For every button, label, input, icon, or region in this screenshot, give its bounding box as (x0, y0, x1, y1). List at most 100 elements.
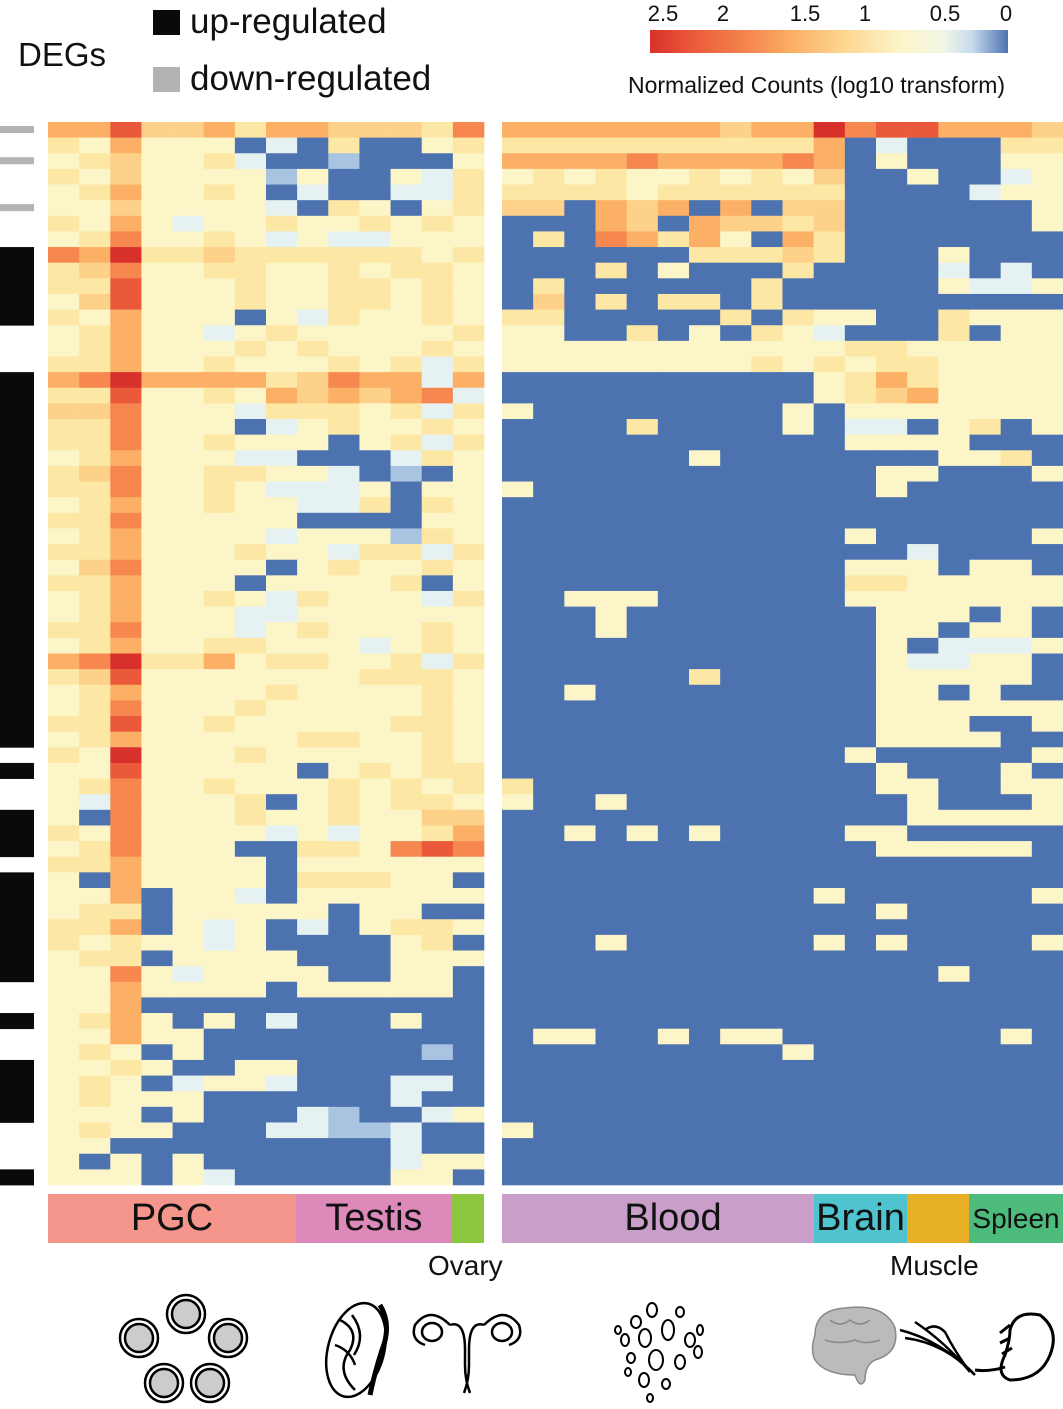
heatmap-cell (266, 841, 298, 858)
heatmap-cell (421, 669, 454, 686)
heatmap-cell (564, 1169, 596, 1186)
heatmap-cell (203, 684, 236, 701)
heatmap-cell (657, 278, 690, 295)
heatmap-cell (359, 700, 391, 717)
heatmap-cell (689, 606, 721, 623)
heatmap-cell (907, 825, 939, 842)
heatmap-cell (969, 1091, 1001, 1108)
heatmap-cell (907, 700, 939, 717)
heatmap-cell (1000, 231, 1033, 248)
heatmap-cell (234, 403, 267, 420)
heatmap-cell (234, 340, 267, 357)
heatmap-cell (938, 590, 970, 607)
heatmap-cell (203, 809, 236, 826)
heatmap-cell (421, 575, 454, 592)
heatmap-cell (689, 168, 721, 185)
heatmap-cell (657, 497, 690, 514)
heatmap-cell (564, 934, 596, 951)
heatmap-cell (876, 1075, 908, 1092)
heatmap-cell (813, 419, 846, 435)
heatmap-cell (1031, 684, 1063, 701)
heatmap-cell (266, 184, 298, 201)
heatmap-cell (203, 590, 236, 607)
heatmap-cell (1000, 247, 1033, 263)
heatmap-cell (813, 825, 846, 842)
heatmap-cell (172, 1075, 205, 1092)
heatmap-cell (390, 278, 423, 295)
heatmap-cell (1031, 1122, 1063, 1139)
heatmap-cell (266, 465, 298, 482)
heatmap-cell (328, 966, 360, 983)
heatmap-cell (502, 1122, 534, 1139)
heatmap-cell (564, 966, 596, 983)
heatmap-cell (359, 137, 391, 154)
heatmap-cell (813, 622, 846, 639)
heatmap-cell (657, 575, 690, 592)
heatmap-cell (48, 1075, 80, 1092)
heatmap-cell (969, 1059, 1001, 1076)
deg-up-mark (0, 872, 34, 889)
heatmap-cell (172, 340, 205, 357)
heatmap-cell (782, 184, 814, 201)
heatmap-cell (626, 1138, 659, 1155)
heatmap-cell (390, 841, 423, 858)
heatmap-cell (502, 1059, 534, 1076)
heatmap-cell (533, 1075, 565, 1092)
heatmap-cell (626, 278, 659, 295)
heatmap-cell (452, 325, 485, 342)
heatmap-cell (79, 637, 111, 654)
heatmap-cell (876, 903, 908, 920)
heatmap-cell (595, 231, 627, 248)
heatmap-cell (626, 590, 659, 607)
heatmap-cell (533, 841, 565, 858)
heatmap-cell (969, 622, 1001, 639)
heatmap-cell (720, 856, 752, 873)
heatmap-cell (421, 1138, 454, 1155)
heatmap-cell (502, 950, 534, 967)
heatmap-cell (844, 653, 877, 670)
heatmap-cell (234, 731, 267, 748)
heatmap-cell (328, 122, 360, 138)
heatmap-cell (844, 419, 877, 435)
heatmap-cell (969, 575, 1001, 592)
heatmap-cell (782, 716, 814, 732)
heatmap-cell (48, 934, 80, 951)
heatmap-cell (328, 981, 360, 998)
heatmap-cell (390, 1059, 423, 1076)
heatmap-cell (782, 590, 814, 607)
heatmap-cell (79, 872, 111, 889)
heatmap-cell (844, 340, 877, 357)
heatmap-cell (657, 184, 690, 201)
heatmap-cell (203, 559, 236, 576)
heatmap-cell (782, 1075, 814, 1092)
heatmap-cell (172, 1028, 205, 1045)
heatmap-cell (1031, 1028, 1063, 1045)
heatmap-cell (657, 356, 690, 373)
heatmap-cell (390, 653, 423, 670)
heatmap-cell (266, 278, 298, 295)
heatmap-cell (328, 450, 360, 467)
heatmap-cell (172, 372, 205, 389)
heatmap-cell (626, 434, 659, 451)
heatmap-cell (689, 997, 721, 1014)
heatmap-cell (266, 825, 298, 842)
heatmap-cell (564, 278, 596, 295)
heatmap-cell (689, 1091, 721, 1108)
heatmap-cell (1031, 1075, 1063, 1092)
heatmap-cell (751, 1044, 783, 1061)
heatmap-cell (938, 1138, 970, 1155)
heatmap-cell (79, 1013, 111, 1029)
heatmap-cell (110, 903, 142, 920)
heatmap-cell (79, 184, 111, 201)
heatmap-cell (689, 1106, 721, 1123)
heatmap-cell (782, 1091, 814, 1108)
heatmap-cell (48, 903, 80, 920)
heatmap-cell (266, 731, 298, 748)
heatmap-cell (595, 1091, 627, 1108)
heatmap-cell (907, 403, 939, 420)
group-brain: Brain (814, 1194, 907, 1243)
heatmap-cell (626, 794, 659, 811)
heatmap-cell (48, 293, 80, 310)
heatmap-cell (533, 247, 565, 263)
heatmap-cell (452, 981, 485, 998)
